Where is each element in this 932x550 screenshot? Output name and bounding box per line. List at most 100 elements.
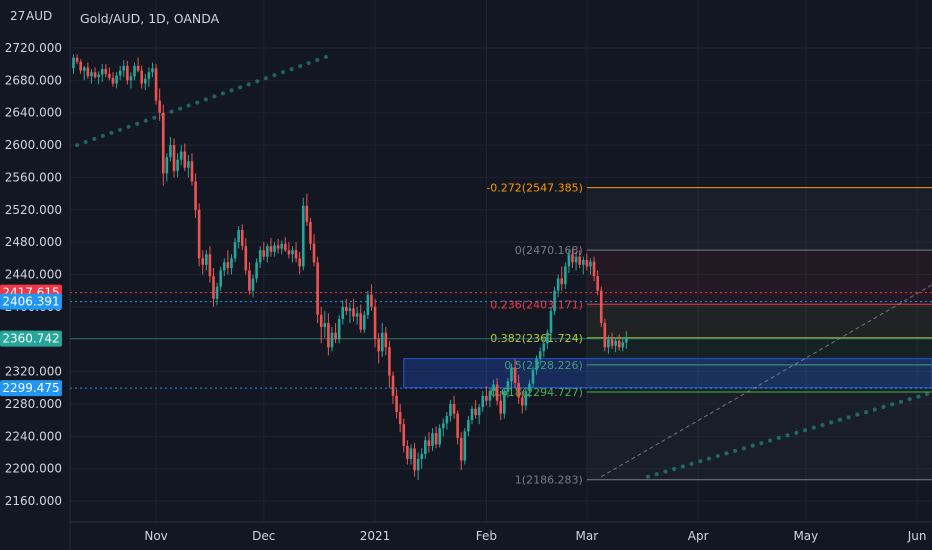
candle-body: [115, 75, 118, 84]
candle-body: [108, 73, 111, 78]
candle-body: [578, 256, 581, 265]
price-axis-label: 2560.000: [5, 170, 62, 184]
fib-band: [586, 187, 932, 251]
candle-body: [197, 209, 201, 259]
candle-body: [273, 245, 276, 252]
candle-body: [571, 254, 574, 263]
candle-body: [528, 383, 531, 391]
candle-body: [621, 342, 625, 348]
candle-body: [413, 448, 416, 471]
candle-body: [456, 413, 459, 438]
candle-body: [294, 250, 298, 259]
candle-body: [151, 68, 154, 73]
candle-body: [86, 67, 90, 77]
trendline-dotted[interactable]: [75, 54, 331, 148]
candle-body: [485, 395, 488, 401]
candle-body: [377, 339, 380, 352]
price-axis-label: 2320.000: [5, 365, 62, 379]
candle-body: [463, 431, 467, 461]
candle-body: [452, 403, 456, 414]
trendline-dotted[interactable]: [645, 365, 932, 479]
candle-body: [402, 424, 406, 446]
time-axis-label: Mar: [576, 529, 599, 543]
candle-body: [560, 278, 564, 285]
time-axis-label: 2021: [360, 529, 391, 543]
time-axis-label: Apr: [688, 529, 709, 543]
candle-body: [420, 454, 424, 459]
candle-body: [513, 367, 517, 383]
candle-body: [319, 314, 323, 328]
time-axis-label: Feb: [476, 529, 497, 543]
candle-body: [323, 323, 327, 328]
candle-body: [373, 306, 377, 340]
candle-body: [219, 270, 222, 287]
candle-body: [625, 338, 628, 343]
candle-body: [614, 340, 617, 346]
price-axis-label: 2520.000: [5, 203, 62, 217]
fib-level-label: -0.272(2547.385): [486, 182, 583, 195]
fib-level-label: 1(2186.283): [515, 474, 583, 487]
candle-body: [154, 68, 158, 101]
candle-body: [503, 391, 506, 414]
candle-body: [82, 67, 86, 71]
candle-body: [359, 313, 362, 330]
candle-body: [603, 323, 607, 348]
candle-body: [104, 69, 108, 74]
candle-body: [470, 408, 474, 421]
candle-body: [129, 76, 133, 81]
candle-body: [549, 310, 553, 333]
candle-body: [251, 278, 255, 291]
candle-body: [190, 161, 194, 182]
price-axis-label: 2240.000: [5, 429, 62, 443]
candle-body: [208, 254, 212, 277]
candle-body: [345, 306, 348, 311]
fib-level-label: 0.236(2403.171): [490, 298, 583, 311]
candle-body: [183, 151, 187, 168]
candle-body: [366, 294, 370, 315]
candle-body: [384, 332, 388, 348]
trendlines[interactable]: [70, 54, 932, 479]
time-axis[interactable]: NovDec2021FebMarAprMayJunJul: [69, 0, 932, 550]
candle-body: [258, 250, 262, 263]
candle-body: [97, 74, 100, 78]
candle-body: [467, 420, 470, 432]
support-zone[interactable]: [403, 358, 932, 389]
fib-level-label: 0.618(2294.727): [490, 386, 583, 399]
candles: [72, 54, 628, 480]
candle-body: [212, 276, 215, 299]
candle-body: [158, 100, 161, 113]
candle-body: [391, 375, 395, 396]
candle-body: [445, 416, 449, 424]
fib-band: [586, 304, 932, 338]
candle-body: [276, 245, 280, 249]
candle-body: [334, 332, 337, 340]
candle-body: [477, 407, 481, 416]
fib-level-label: 0(2470.168): [515, 244, 583, 257]
candle-body: [165, 157, 169, 174]
candle-body: [406, 445, 409, 459]
price-axis-label: 2280.000: [5, 397, 62, 411]
time-axis-label: Dec: [252, 529, 275, 543]
candle-body: [499, 400, 503, 414]
candle-body: [388, 347, 391, 376]
candle-body: [524, 390, 528, 406]
candle-body: [495, 384, 499, 401]
candle-body: [596, 276, 599, 291]
currency-label: AUD: [26, 9, 52, 23]
candle-body: [380, 332, 384, 352]
candle-body: [287, 250, 291, 255]
symbol-title: Gold/AUD, 1D, OANDA: [80, 11, 220, 26]
candle-body: [416, 458, 420, 471]
candle-body: [581, 259, 585, 265]
support-zone-rect[interactable]: [403, 358, 932, 389]
candle-body: [592, 261, 596, 277]
candle-body: [488, 390, 492, 401]
candle-body: [492, 384, 495, 391]
candle-body: [222, 262, 226, 271]
candle-body: [291, 250, 294, 255]
price-tag-label: 2360.742: [2, 332, 59, 346]
candle-body: [309, 221, 312, 244]
